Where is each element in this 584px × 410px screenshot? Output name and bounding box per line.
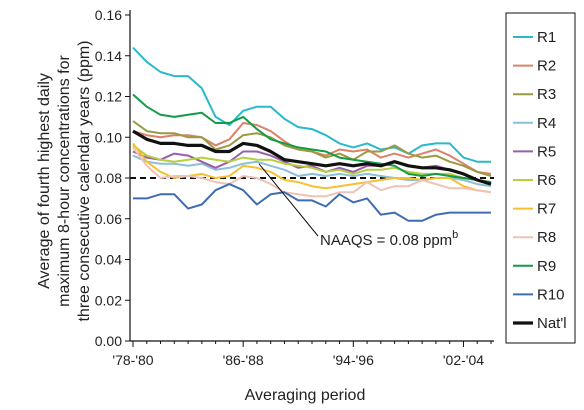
x-tick-label: '02-'04 [443, 352, 484, 368]
annotation-leader-line [258, 163, 319, 237]
y-tick-label: 0.16 [95, 7, 122, 23]
legend-label-r6: R6 [537, 172, 556, 189]
annotation-main-text: NAAQS = 0.08 ppm [320, 232, 452, 249]
legend-label-r9: R9 [537, 258, 556, 275]
series-line-natl [132, 129, 492, 186]
legend-label-r3: R3 [537, 86, 556, 103]
x-tick-label: '78-'80 [112, 352, 153, 368]
plot-axes [129, 10, 494, 342]
annotation-text: NAAQS = 0.08 ppmb [320, 229, 458, 249]
series-lines [132, 46, 492, 222]
y-axis-title: Average of fourth highest daily maximum … [36, 40, 93, 321]
legend-label-r4: R4 [537, 115, 556, 132]
y-tick-label: 0.10 [95, 129, 122, 145]
series-line-r7 [132, 142, 492, 194]
legend-label-r1: R1 [537, 29, 556, 46]
y-tick-label: 0.08 [95, 170, 122, 186]
series-line-r8 [132, 146, 492, 198]
legend: R1 R2 R3 R4 R5 R6 R7 R8 R9 R10 Nat'l [505, 12, 576, 344]
series-line-r10 [133, 183, 491, 222]
x-axis-ticks: '78-'80 '86-'88 '94-'96 '02-'04 [112, 341, 492, 368]
legend-label-natl: Nat'l [537, 315, 567, 332]
y-axis-title-line-2: maximum 8-hour concentrations for [56, 55, 73, 307]
legend-label-r8: R8 [537, 229, 556, 246]
series-line-r3 [132, 120, 492, 177]
y-axis-title-line-3: three consecutive calendar years (ppm) [76, 40, 93, 321]
x-axis-title: Averaging period [245, 387, 366, 404]
x-tick-label: '94-'96 [333, 352, 374, 368]
y-tick-label: 0.02 [95, 292, 122, 308]
y-tick-label: 0.12 [95, 89, 122, 105]
y-tick-label: 0.06 [95, 211, 122, 227]
x-tick-label: '86-'88 [223, 352, 264, 368]
legend-label-r10: R10 [537, 286, 565, 303]
y-tick-label: 0.04 [95, 252, 122, 268]
y-tick-label: 0.14 [95, 48, 122, 64]
y-axis-title-line-1: Average of fourth highest daily [36, 73, 53, 289]
naaqs-annotation: NAAQS = 0.08 ppmb [258, 163, 458, 249]
legend-label-r7: R7 [537, 201, 556, 218]
series-line-r1 [132, 46, 491, 163]
legend-label-r2: R2 [537, 58, 556, 75]
y-tick-label: 0.00 [95, 333, 122, 349]
annotation-superscript: b [452, 229, 458, 241]
legend-box [505, 12, 576, 344]
y-axis-ticks: 0.00 0.02 0.04 0.06 0.08 0.10 0.12 0.14 0.16 [95, 7, 130, 349]
series-line-r9 [132, 93, 492, 184]
legend-label-r5: R5 [537, 143, 556, 160]
